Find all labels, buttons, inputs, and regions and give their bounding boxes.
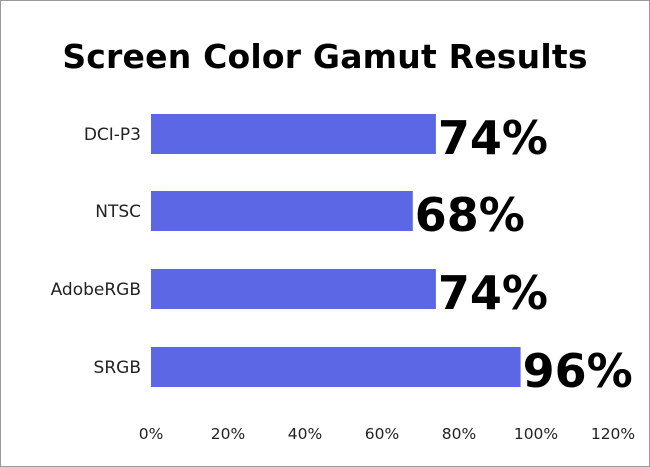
data-label-dci-p3: 74% <box>438 111 548 165</box>
x-tick-label: 0% <box>139 425 164 443</box>
bars-layer <box>151 114 521 387</box>
category-label-dci-p3: DCI-P3 <box>84 125 141 145</box>
x-tick-label: 40% <box>288 425 322 443</box>
data-labels: 74% 68% 74% 96% <box>415 111 633 398</box>
data-label-srgb: 96% <box>523 344 633 398</box>
category-label-srgb: SRGB <box>94 358 141 378</box>
bar-adobergb <box>151 269 436 309</box>
x-axis-ticks: 0% 20% 40% 60% 80% 100% 120% <box>139 425 635 443</box>
data-label-ntsc: 68% <box>415 188 525 242</box>
category-label-ntsc: NTSC <box>95 202 141 222</box>
x-tick-label: 60% <box>365 425 399 443</box>
x-tick-label: 100% <box>514 425 558 443</box>
bar-ntsc <box>151 191 413 231</box>
chart-title: Screen Color Gamut Results <box>62 37 588 76</box>
x-tick-label: 20% <box>211 425 245 443</box>
x-tick-label: 80% <box>442 425 476 443</box>
bar-srgb <box>151 347 521 387</box>
category-labels: DCI-P3 NTSC AdobeRGB SRGB <box>51 125 141 378</box>
category-label-adobergb: AdobeRGB <box>51 280 141 300</box>
data-label-adobergb: 74% <box>438 266 548 320</box>
bar-dci-p3 <box>151 114 436 154</box>
x-tick-label: 120% <box>591 425 635 443</box>
